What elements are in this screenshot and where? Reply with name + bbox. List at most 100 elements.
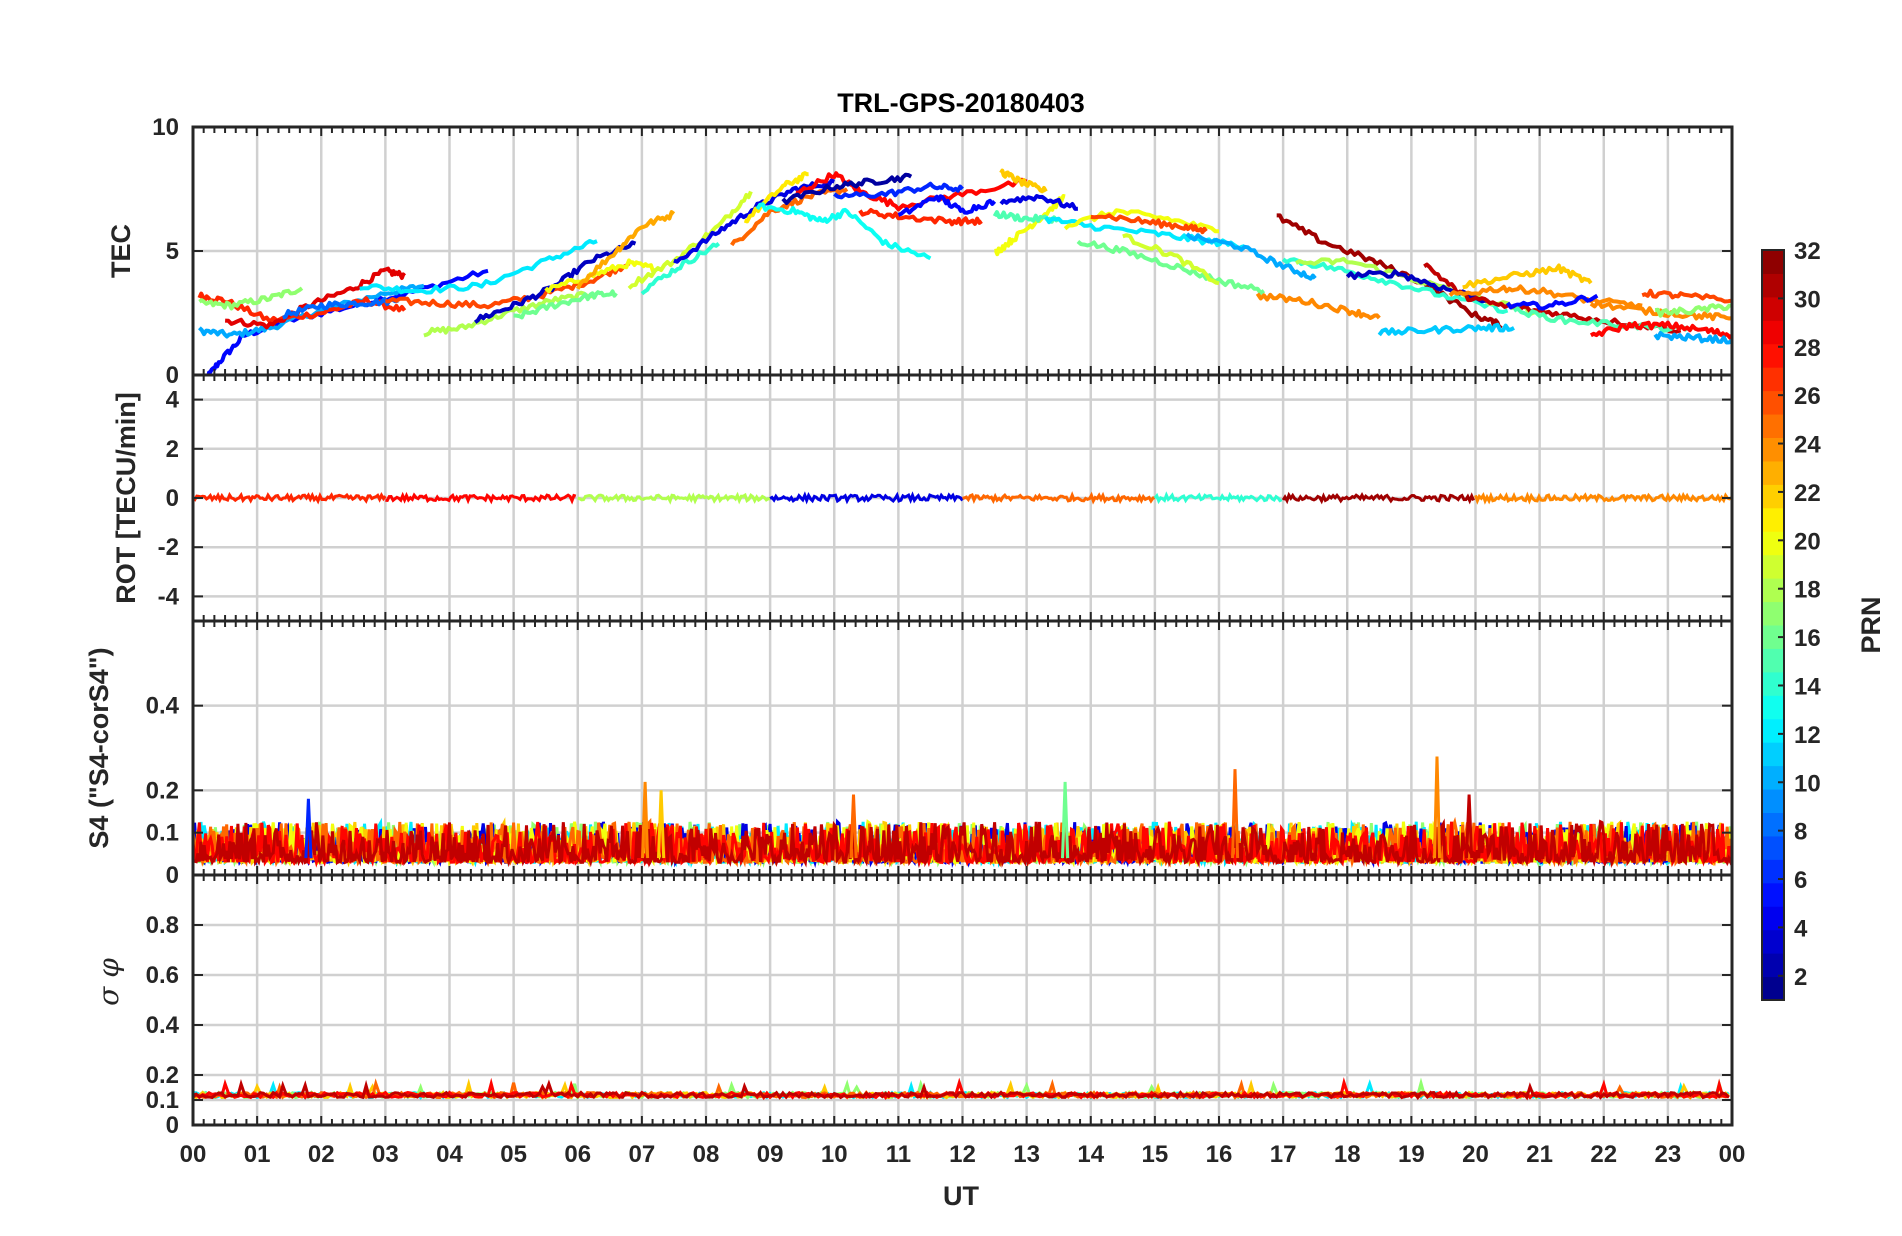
tec-series-prn-24 [1448,284,1643,310]
x-tick-label: 03 [372,1141,399,1168]
colorbar-swatch [1762,343,1784,368]
x-tick-label: 09 [757,1141,784,1168]
rot-series-prn-4 [769,491,964,505]
panel-s4: 0 0.1 0.2 0.4 S4 ("S4-corS4") [84,619,1734,889]
y-axis-label-tec: TEC [106,224,136,278]
colorbar-swatch [1762,835,1784,860]
colorbar-swatch [1762,906,1784,931]
colorbar-swatch [1762,718,1784,743]
colorbar-swatch [1762,789,1784,813]
y-tick-label: 10 [152,114,179,141]
colorbar-swatch [1762,742,1784,767]
colorbar-swatch [1762,320,1784,345]
tec-series-prn-14 [640,242,721,296]
colorbar-swatch [1762,648,1784,673]
tec-series-prn-11 [1377,322,1515,337]
colorbar-swatch [1762,671,1784,696]
x-axis-label: UT [943,1181,979,1211]
colorbar-tick-label: 18 [1794,577,1821,604]
rot-series-prn-24 [1474,491,1732,505]
tec-series-prn-26 [1641,288,1732,304]
tec-data [197,168,1732,375]
colorbar-swatch [1762,765,1784,790]
rot-series-prn-18 [577,491,771,505]
s4-series-prn-30 [193,818,1732,869]
tec-series-prn-20 [993,194,1066,257]
y-tick-label: 4 [166,387,180,414]
tec-series-prn-28 [795,171,1028,212]
colorbar-swatch [1762,367,1784,392]
x-tick-label: 11 [886,1141,911,1168]
colorbar-tick-label: 20 [1794,528,1821,555]
x-tick-label: 00 [1719,1141,1746,1168]
x-tick-label: 12 [949,1141,976,1168]
colorbar-tick-label: 28 [1794,335,1821,362]
s4-spike [1465,794,1474,859]
tec-series-prn-10 [198,283,425,339]
sigphi-series-prn-30 [193,1078,1730,1101]
colorbar-tick-label: 2 [1794,964,1807,991]
colorbar-swatch [1762,390,1784,415]
colorbar-swatch [1762,953,1784,978]
colorbar-swatch [1762,929,1784,954]
colorbar-swatch [1762,484,1784,509]
x-tick-label: 02 [308,1141,335,1168]
colorbar-swatch [1762,250,1784,274]
tec-series-prn-17 [198,286,304,311]
rot-series-prn-14 [1153,491,1283,505]
y-tick-label: 0 [166,485,179,512]
tec-series-prn-17 [1654,303,1732,318]
y-tick-label: 0 [166,362,179,389]
tec-series-prn-26 [1090,213,1208,235]
colorbar-tick-label: 14 [1794,673,1821,700]
tec-series-prn-16 [513,289,618,320]
s4-spike [641,781,650,859]
colorbar-swatch [1762,273,1784,298]
y-tick-label: 0 [166,862,179,889]
colorbar-swatch [1762,601,1784,626]
y-tick-label: -4 [158,583,180,610]
tec-series-prn-19 [1122,233,1220,286]
y-axis-label-rot: ROT [TECU/min] [111,392,141,603]
tec-series-prn-27 [858,208,983,227]
colorbar-swatch [1762,695,1784,720]
tec-series-prn-14 [1281,257,1509,314]
colorbar-swatch [1762,882,1784,907]
x-tick-label: 15 [1142,1141,1169,1168]
panel-sigphi: 00.10.2 0.4 0.6 0.8 σ φ [92,873,1734,1139]
x-tick-label: 20 [1462,1141,1489,1168]
colorbar-swatch [1762,976,1784,1001]
y-tick-label: 0 [166,1112,179,1139]
y-axis-label-s4: S4 ("S4-corS4") [84,647,114,848]
s4-spike [849,794,858,859]
colorbar-tick-label: 32 [1794,238,1821,265]
tec-series-prn-5 [1505,293,1599,311]
x-tick-label: 13 [1013,1141,1040,1168]
colorbar-swatch [1762,578,1784,603]
tec-series-prn-3 [474,240,637,324]
x-tick-label: 19 [1398,1141,1425,1168]
colorbar-tick-label: 24 [1794,432,1821,459]
colorbar-swatch [1762,437,1784,462]
colorbar-tick-label: 10 [1794,770,1821,797]
y-tick-label: 0.2 [146,1062,179,1089]
y-tick-label: 0.4 [146,1012,180,1039]
colorbar-swatch [1762,460,1784,485]
s4-spike [1061,781,1070,859]
panel-tec: 0 5 10 TEC [106,114,1734,389]
y-tick-label: 0.4 [146,693,180,720]
sigphi-data [193,1077,1730,1101]
tec-series-prn-16 [1076,239,1266,295]
s4-spike [1433,756,1442,859]
x-tick-label: 22 [1590,1141,1617,1168]
tec-series-prn-22 [999,168,1048,194]
tec-series-prn-24 [1255,292,1381,320]
colorbar-tick-label: 4 [1794,915,1808,942]
x-tick-label: 17 [1270,1141,1297,1168]
x-tick-label: 10 [821,1141,848,1168]
tec-series-prn-10 [1653,331,1732,345]
colorbar-tick-label: 22 [1794,480,1821,507]
x-tick-label: 04 [436,1141,463,1168]
